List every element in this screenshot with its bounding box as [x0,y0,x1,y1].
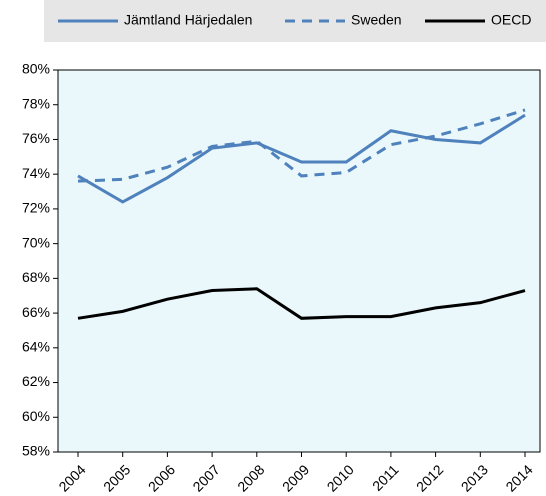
x-tick-label: 2011 [369,461,402,494]
x-tick-label: 2004 [55,461,88,494]
x-tick-label: 2013 [458,461,491,494]
series-line [77,108,526,183]
y-tick-label: 76% [22,130,50,146]
y-tick-label: 70% [22,234,50,250]
plot-area [57,69,541,453]
y-tick-label: 78% [22,95,50,111]
x-tick-label: 2012 [413,461,446,494]
series-line [77,287,526,320]
x-tick-label: 2005 [100,461,133,494]
legend-label: Jämtland Härjedalen [124,12,252,28]
legend-label: Sweden [351,12,402,28]
y-tick-label: 58% [22,443,50,459]
x-tick-label: 2007 [189,461,222,494]
x-tick-label: 2006 [145,461,178,494]
y-tick-label: 62% [22,373,50,389]
legend-label: OECD [491,12,531,28]
y-tick-label: 80% [22,61,50,77]
y-tick-label: 60% [22,408,50,424]
x-tick-label: 2008 [234,461,267,494]
y-tick-label: 72% [22,200,50,216]
series-line [77,113,526,204]
y-tick-label: 64% [22,339,50,355]
x-tick-label: 2010 [324,461,357,494]
x-tick-label: 2014 [502,461,535,494]
x-tick-label: 2009 [279,461,312,494]
y-tick-label: 68% [22,269,50,285]
y-tick-label: 66% [22,304,50,320]
y-tick-label: 74% [22,165,50,181]
